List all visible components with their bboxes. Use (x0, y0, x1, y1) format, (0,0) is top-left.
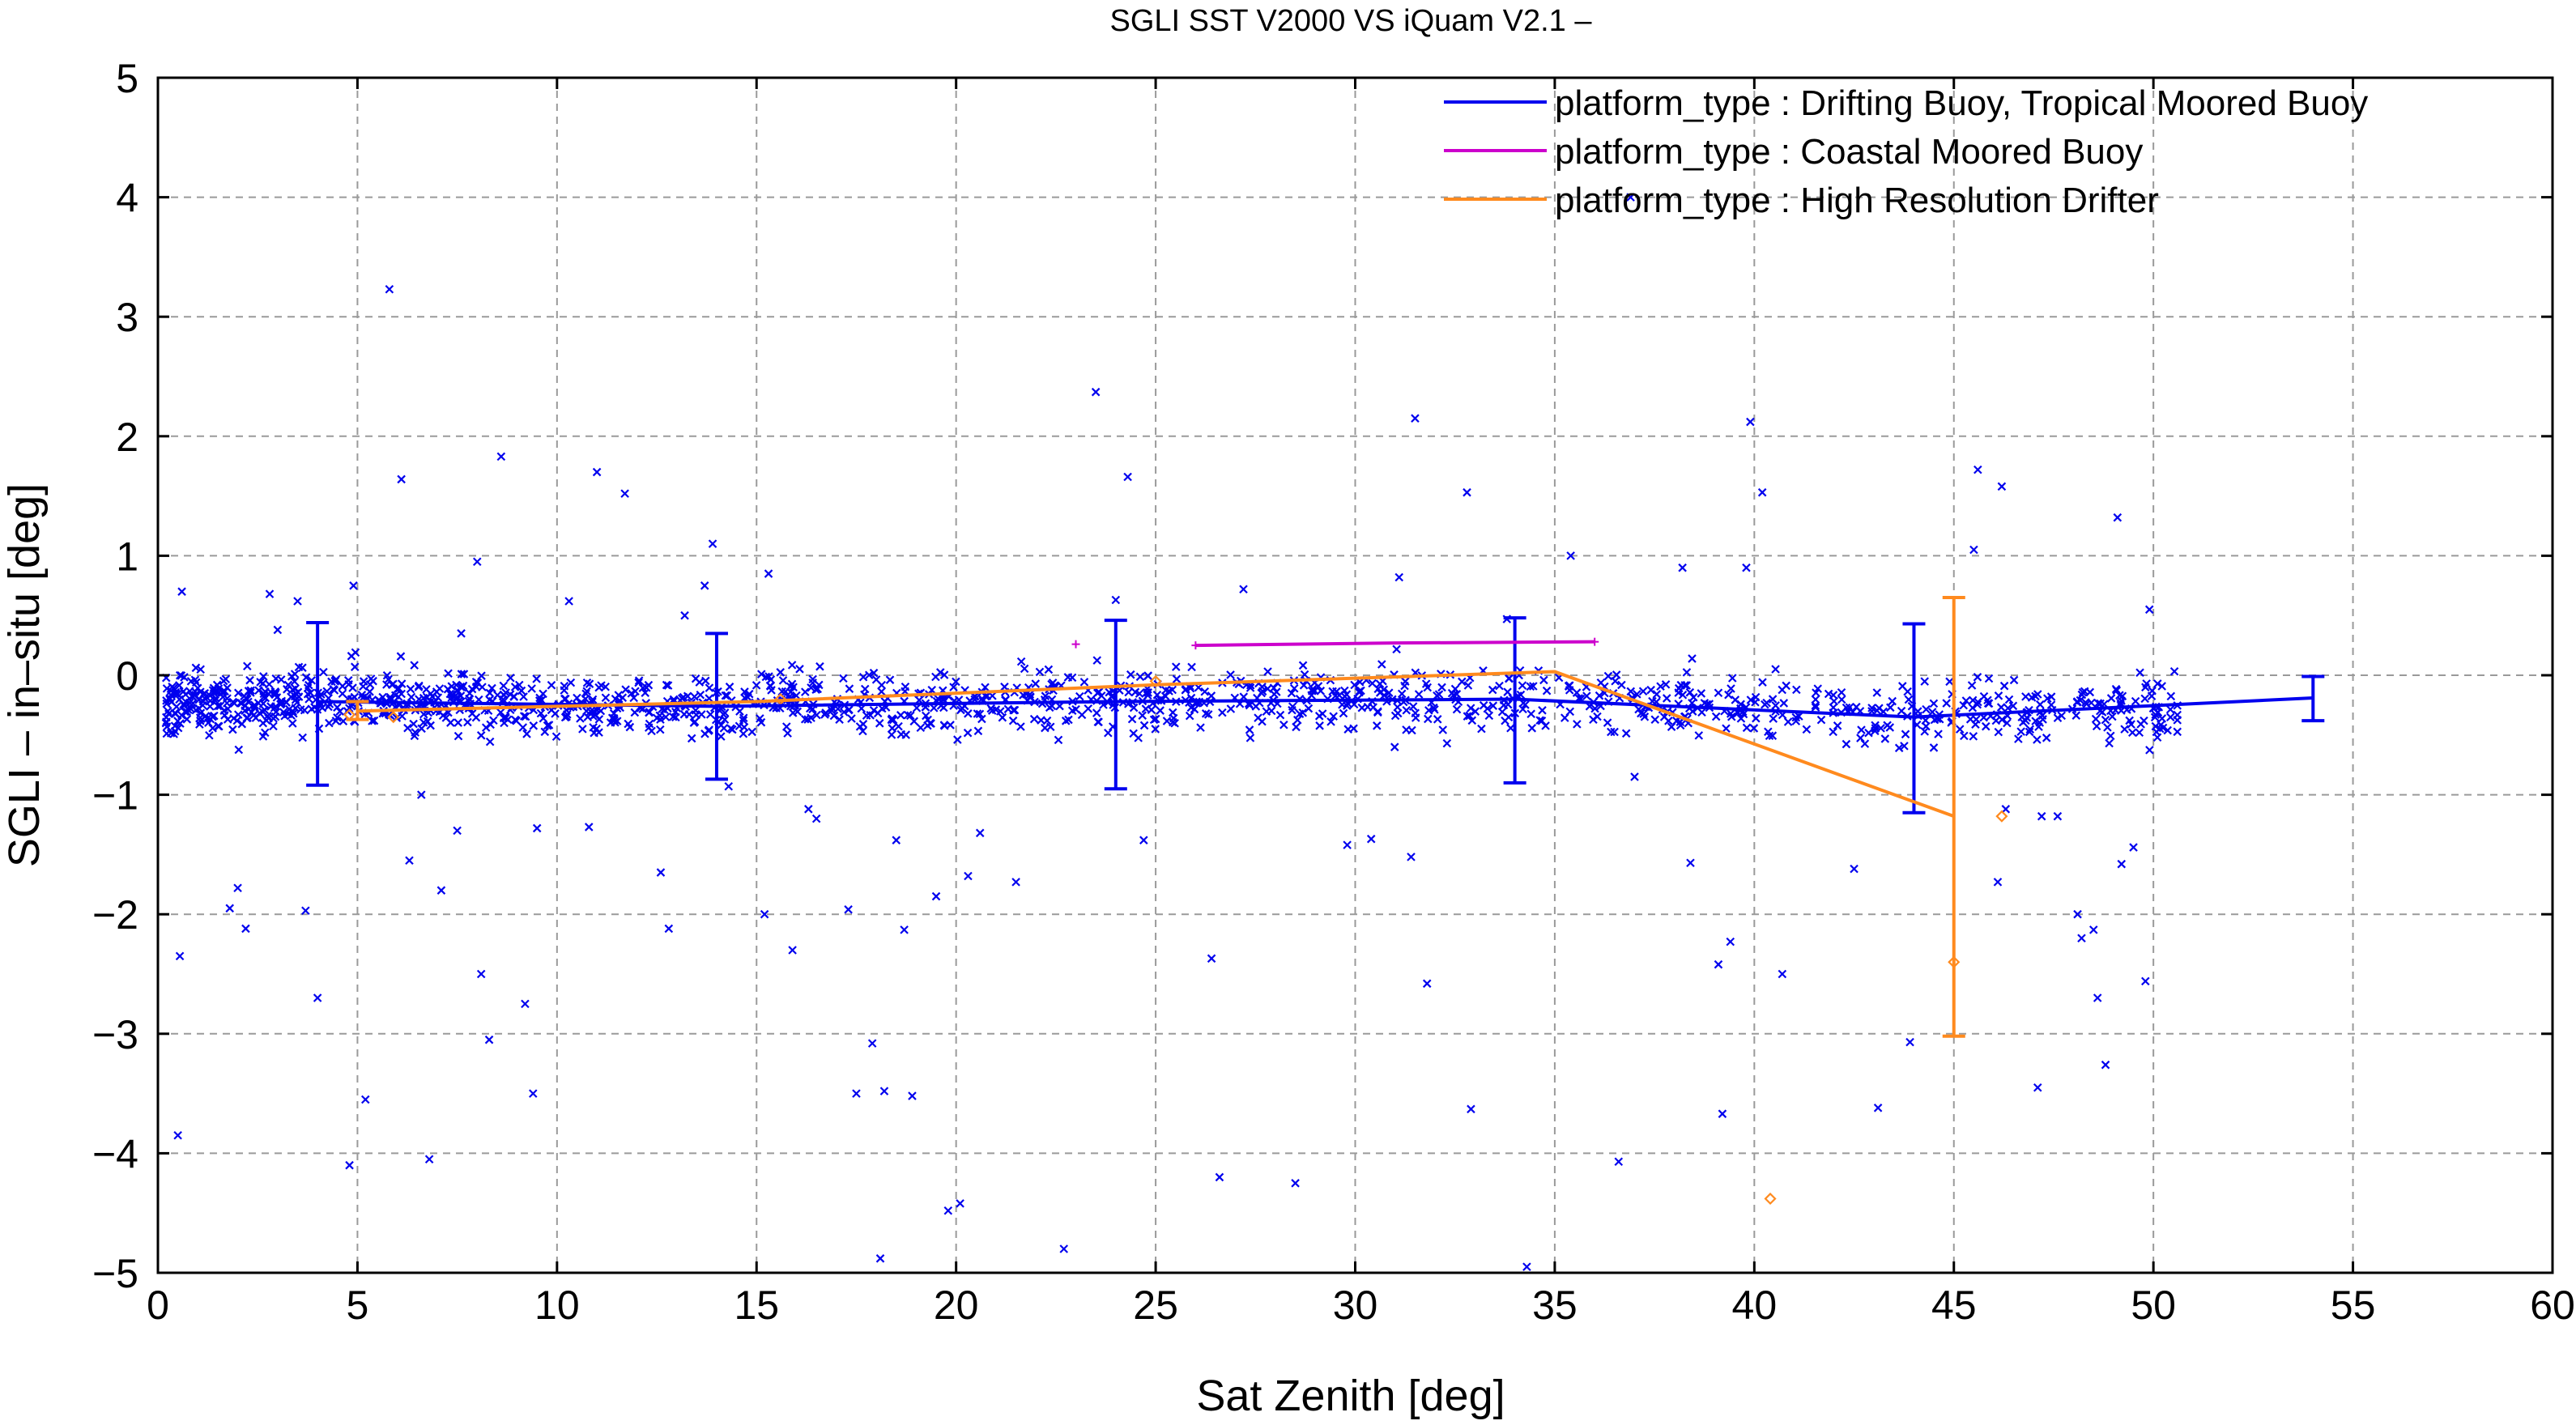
legend-label: platform_type : Coastal Moored Buoy (1555, 132, 2143, 172)
y-tick-label: −3 (92, 1012, 138, 1057)
legend-entry: platform_type : Drifting Buoy, Tropical … (1444, 83, 2368, 123)
x-tick-label: 20 (934, 1282, 979, 1328)
x-tick-label: 40 (1732, 1282, 1778, 1328)
x-tick-label: 25 (1133, 1282, 1178, 1328)
x-tick-label: 35 (1532, 1282, 1578, 1328)
x-tick-label: 10 (534, 1282, 580, 1328)
chart-title: SGLI SST V2000 VS iQuam V2.1 – (1110, 4, 1593, 38)
y-tick-label: −4 (92, 1131, 138, 1176)
y-tick-label: −2 (92, 892, 138, 938)
y-tick-label: 1 (116, 534, 138, 579)
y-tick-label: 5 (116, 56, 138, 101)
y-tick-label: −5 (92, 1251, 138, 1296)
y-axis-label: SGLI – in–situ [deg] (0, 483, 49, 867)
x-tick-label: 55 (2331, 1282, 2376, 1328)
x-tick-label: 45 (1931, 1282, 1977, 1328)
legend-label: platform_type : Drifting Buoy, Tropical … (1555, 83, 2368, 123)
y-tick-label: 4 (116, 176, 138, 221)
x-tick-label: 60 (2530, 1282, 2575, 1328)
x-axis-label: Sat Zenith [deg] (1196, 1372, 1505, 1420)
x-tick-label: 0 (147, 1282, 169, 1328)
y-tick-label: −1 (92, 773, 138, 819)
y-tick-label: 0 (116, 653, 138, 699)
x-tick-label: 5 (347, 1282, 369, 1328)
y-tick-label: 2 (116, 415, 138, 460)
x-tick-label: 15 (734, 1282, 779, 1328)
x-tick-label: 30 (1333, 1282, 1378, 1328)
y-tick-label: 3 (116, 295, 138, 340)
x-tick-label: 50 (2131, 1282, 2176, 1328)
